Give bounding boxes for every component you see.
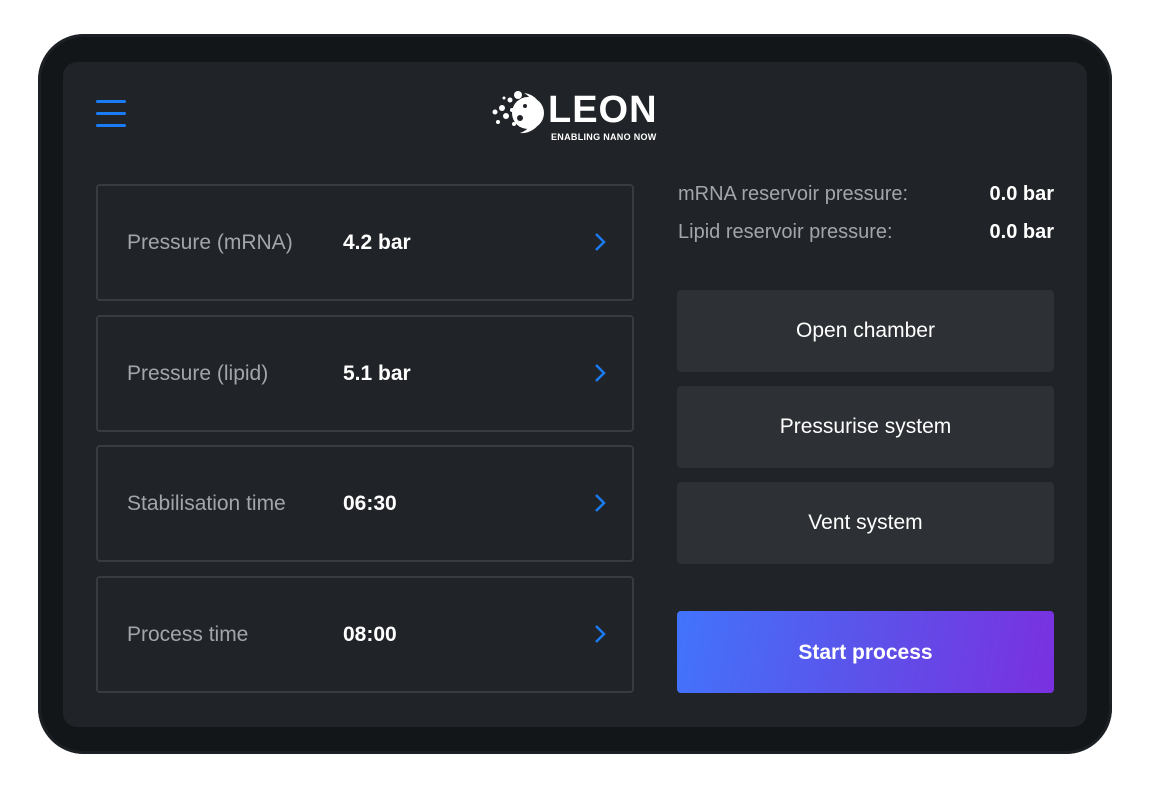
status-lipid-reservoir: Lipid reservoir pressure: 0.0 bar <box>678 221 1054 244</box>
setting-value: 06:30 <box>343 492 397 515</box>
chevron-right-icon <box>595 233 606 251</box>
chevron-right-icon <box>595 625 606 643</box>
setting-label: Process time <box>127 623 249 646</box>
chevron-right-icon <box>595 494 606 512</box>
setting-value: 08:00 <box>343 623 397 646</box>
chevron-right-icon <box>595 364 606 382</box>
setting-label: Pressure (lipid) <box>127 362 269 385</box>
setting-label: Stabilisation time <box>127 492 286 515</box>
setting-stabilisation-time[interactable]: Stabilisation time 06:30 <box>96 445 634 562</box>
setting-value: 5.1 bar <box>343 362 411 385</box>
logo: LEON ENABLING NANO NOW <box>490 88 665 146</box>
status-mrna-reservoir: mRNA reservoir pressure: 0.0 bar <box>678 183 1054 206</box>
hamburger-line <box>96 112 126 115</box>
setting-pressure-lipid[interactable]: Pressure (lipid) 5.1 bar <box>96 315 634 432</box>
status-label: mRNA reservoir pressure: <box>678 183 909 205</box>
vent-system-button[interactable]: Vent system <box>677 482 1054 564</box>
logo-mark-icon <box>492 91 544 134</box>
setting-value: 4.2 bar <box>343 231 411 254</box>
status-value: 0.0 bar <box>989 183 1054 205</box>
setting-process-time[interactable]: Process time 08:00 <box>96 576 634 693</box>
open-chamber-button[interactable]: Open chamber <box>677 290 1054 372</box>
setting-pressure-mrna[interactable]: Pressure (mRNA) 4.2 bar <box>96 184 634 301</box>
hamburger-line <box>96 124 126 127</box>
status-value: 0.0 bar <box>989 221 1054 243</box>
menu-button[interactable] <box>96 100 126 128</box>
hamburger-icon <box>96 100 126 103</box>
logo-tagline: ENABLING NANO NOW <box>551 132 657 142</box>
pressurise-system-button[interactable]: Pressurise system <box>677 386 1054 468</box>
status-label: Lipid reservoir pressure: <box>678 221 893 243</box>
logo-wordmark: LEON <box>548 89 658 131</box>
setting-label: Pressure (mRNA) <box>127 231 293 254</box>
start-process-button[interactable]: Start process <box>677 611 1054 693</box>
